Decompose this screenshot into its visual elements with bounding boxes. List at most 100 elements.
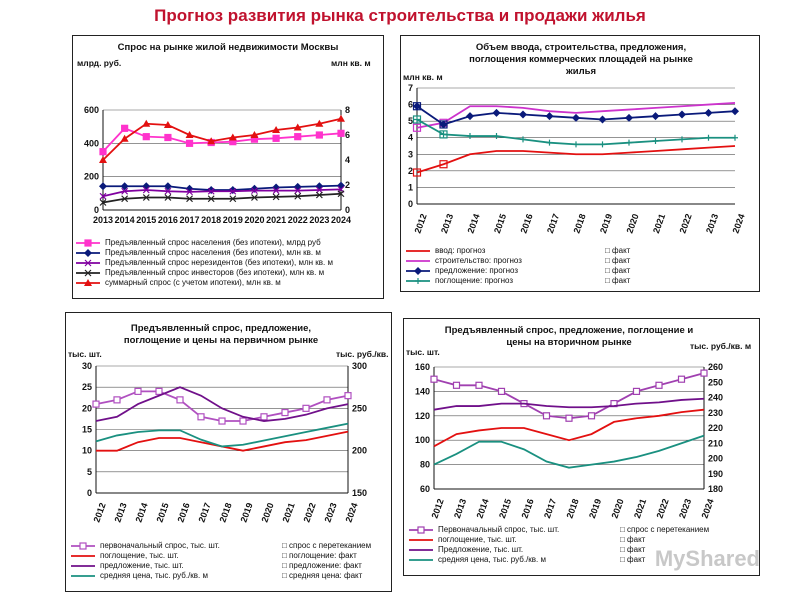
data-point bbox=[228, 186, 237, 194]
legend-swatch bbox=[409, 559, 433, 561]
data-point bbox=[120, 134, 129, 142]
fact-point bbox=[412, 123, 422, 132]
legend-swatch bbox=[71, 542, 95, 550]
legend-swatch-marker bbox=[84, 259, 92, 267]
y-tick-label-right: 2 bbox=[345, 180, 350, 190]
y-tick-label-left: 4 bbox=[408, 133, 413, 143]
y-tick-label-right: 240 bbox=[708, 393, 723, 403]
chart-legend: ввод: прогноз □ факт строительство: прогно… bbox=[405, 246, 755, 286]
data-point bbox=[260, 413, 268, 421]
data-point bbox=[598, 115, 607, 124]
x-tick-label: 2019 bbox=[598, 212, 614, 234]
data-point bbox=[164, 194, 172, 201]
series-2 bbox=[95, 386, 349, 422]
y-tick-label-left: 25 bbox=[82, 382, 92, 392]
data-point bbox=[546, 139, 553, 146]
legend-swatch bbox=[406, 260, 430, 262]
data-point bbox=[439, 120, 448, 129]
data-point bbox=[632, 387, 641, 396]
x-tick-label: 2023 bbox=[322, 501, 338, 523]
y-tick-label-left: 20 bbox=[82, 403, 92, 413]
legend-label: Предъявленный спрос населения (без ипоте… bbox=[105, 238, 321, 247]
x-tick-label: 2021 bbox=[280, 501, 296, 523]
y-tick-label-right: 200 bbox=[708, 454, 723, 464]
data-point bbox=[315, 131, 323, 139]
fact-point bbox=[412, 102, 422, 111]
data-point bbox=[625, 113, 633, 122]
y-axis-label-left: млрд. руб. bbox=[77, 58, 121, 68]
legend-label: ввод: прогноз bbox=[435, 246, 486, 255]
legend-item: поглощение: прогноз □ факт bbox=[405, 276, 755, 286]
data-point bbox=[272, 134, 280, 142]
y-tick-label-right: 4 bbox=[345, 155, 350, 165]
y-tick-label-left: 1 bbox=[408, 182, 413, 192]
series-line bbox=[103, 184, 342, 191]
data-point bbox=[520, 136, 526, 143]
data-point bbox=[197, 413, 205, 421]
legend-label: поглощение, тыс. шт. bbox=[100, 551, 179, 560]
series-3 bbox=[412, 115, 738, 148]
data-point bbox=[272, 187, 280, 195]
legend-fact-label: □ факт bbox=[605, 276, 631, 285]
legend-fact-label: □ предложение: факт bbox=[282, 561, 362, 570]
data-point bbox=[414, 116, 420, 123]
y-tick-label-right: 200 bbox=[352, 446, 367, 456]
x-tick-label: 2012 bbox=[91, 501, 107, 523]
y-tick-label-right: 150 bbox=[352, 488, 367, 498]
data-point bbox=[315, 191, 323, 199]
y-tick-label-left: 0 bbox=[94, 205, 99, 215]
legend-swatch-marker bbox=[417, 526, 425, 534]
legend-fact-label: □ факт bbox=[605, 256, 631, 265]
data-point bbox=[302, 404, 310, 412]
legend-item: предложение: прогноз □ факт bbox=[405, 266, 755, 276]
chart-panel-moscow-demand: Спрос на рынке жилой недвижимости Москвы… bbox=[72, 35, 384, 299]
y-tick-label-right: 260 bbox=[708, 362, 723, 372]
x-tick-label: 2017 bbox=[542, 497, 558, 519]
y-tick-label-left: 15 bbox=[82, 425, 92, 435]
series-line bbox=[416, 145, 736, 174]
y-tick-label-left: 0 bbox=[408, 199, 413, 209]
data-point bbox=[207, 137, 216, 145]
x-tick-label: 2018 bbox=[217, 501, 233, 523]
legend-item: Предъявленный спрос населения (без ипоте… bbox=[75, 238, 381, 248]
legend-item: предложение, тыс. шт. □ предложение: факт bbox=[70, 561, 388, 571]
legend-swatch bbox=[409, 526, 433, 534]
legend-item: строительство: прогноз □ факт bbox=[405, 256, 755, 266]
series-1 bbox=[96, 430, 349, 452]
x-tick-label: 2024 bbox=[343, 501, 359, 523]
data-point bbox=[337, 181, 345, 190]
series-1 bbox=[433, 408, 705, 448]
legend-item: первоначальный спрос, тыс. шт. □ спрос с … bbox=[70, 541, 388, 551]
series-0 bbox=[92, 387, 352, 425]
series-3 bbox=[99, 190, 345, 206]
data-point bbox=[228, 133, 237, 141]
legend-label: предложение: прогноз bbox=[435, 266, 519, 275]
data-point bbox=[337, 190, 345, 198]
legend-label: Предложение, тыс. шт. bbox=[438, 545, 524, 554]
legend-swatch bbox=[76, 239, 100, 247]
data-point bbox=[185, 139, 194, 147]
data-point bbox=[142, 119, 151, 127]
x-tick-label: 2015 bbox=[497, 497, 513, 519]
data-point bbox=[315, 186, 323, 194]
data-point bbox=[99, 199, 107, 206]
x-tick-label: 2022 bbox=[654, 497, 670, 519]
x-tick-label: 2020 bbox=[259, 501, 275, 523]
y-axis-label-right: тыс. руб./кв. м bbox=[336, 349, 391, 359]
legend-fact-label: □ факт bbox=[605, 246, 631, 255]
data-point bbox=[587, 412, 596, 420]
x-tick-label: 2021 bbox=[632, 497, 648, 519]
x-tick-label: 2013 bbox=[439, 212, 455, 234]
chart-legend: Первоначальный спрос, тыс. шт. □ спрос с … bbox=[408, 525, 756, 565]
chart-svg-c3: 0 5 10 15 20 25 30 150 200 250 300 тыс. шт. тыс. руб… bbox=[68, 349, 391, 524]
y-axis-label-left: млн кв. м bbox=[403, 72, 443, 82]
legend-swatch-marker bbox=[84, 269, 92, 277]
y-tick-label-left: 160 bbox=[415, 362, 430, 372]
data-point bbox=[155, 387, 163, 396]
x-tick-label: 2022 bbox=[677, 212, 693, 234]
x-tick-label: 2015 bbox=[492, 212, 508, 234]
x-tick-label: 2018 bbox=[571, 212, 587, 234]
chart-svg-c4: 60 80 100 120 140 160 180 190 200 210 220 230 240 250… bbox=[406, 341, 751, 520]
y-tick-label-left: 600 bbox=[84, 105, 99, 115]
